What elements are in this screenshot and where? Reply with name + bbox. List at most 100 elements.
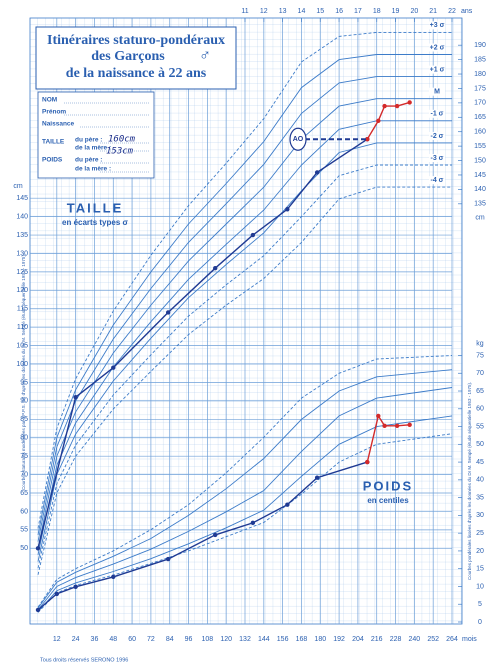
y-tick-label: 110 [17,324,28,331]
measure-point [376,118,381,124]
section-title: TAILLE [67,200,124,215]
curve-label: M [434,89,440,96]
y-tick-label: 55 [20,527,28,534]
x2-tick-label: 19 [392,8,400,15]
y-tick-label: 70 [476,370,484,377]
x-tick-label: 180 [314,636,326,643]
curve-label: +2 σ [430,44,445,51]
plot-layer: 12 24 36 48 60 72 84 96 108 120 132 144 156 168 180 192… [13,8,486,643]
reference-curve [37,387,453,611]
x-tick-label: 24 [72,636,80,643]
measure-point [314,475,320,480]
measure-point [365,459,370,465]
measure-point [394,423,400,429]
x2-tick-label: 15 [316,8,324,15]
y2-tick-label: 150 [474,157,486,164]
measure-point [250,520,256,526]
x-tick-label: 156 [277,636,289,643]
reference-curve [37,355,453,608]
reference-curve [37,120,452,555]
form-label: Naissance [42,121,75,128]
y-tick-label: 75 [476,352,484,359]
y-tick-label: 10 [476,583,484,590]
y-tick-label: 40 [476,477,484,484]
x2-tick-label: 18 [373,8,381,15]
reference-curve [37,433,453,613]
measure-point [407,100,412,105]
measure-point [285,502,290,507]
title-frame [35,26,237,90]
y-tick-label: 20 [476,548,484,555]
y-tick-label: 45 [476,459,484,466]
y-tick-label: 50 [476,441,484,448]
curve-label: -4 σ [431,177,444,184]
title-symbol: ♂ [199,48,211,65]
title-box: Itinéraires staturo-pondéraux des Garçon… [35,26,237,90]
title-line: des Garçons [91,49,165,64]
measure-point [250,232,256,238]
curve-label-bg [429,21,445,30]
measure-point [165,556,171,562]
curve-label: -2 σ [431,133,444,140]
curve-label: +3 σ [430,22,445,29]
x-tick-label: 48 [109,636,117,643]
y-tick-label: 90 [20,398,28,405]
form-label: de la mère : [75,166,111,173]
measure-point [35,546,41,551]
y2-axis-label: cm [475,215,485,222]
curve-label-bg [429,176,445,185]
y-tick-label: 0 [478,619,482,626]
y2-tick-label: 185 [474,56,486,63]
x-tick-label: 132 [239,636,251,643]
side-note: Courbes pondérales lissées d'après les d… [467,382,472,580]
y-tick-label: 35 [476,494,484,501]
y-tick-label: 100 [16,361,28,368]
y-tick-label: 125 [16,269,28,276]
x-tick-label: 216 [371,636,383,643]
measure-point [54,591,60,597]
measure-point [376,413,381,419]
y-tick-label: 140 [16,213,28,220]
y-tick-label: 70 [20,471,28,478]
measure-point [407,422,412,427]
form-frame [37,91,155,179]
handwritten-value: 160cm [108,135,136,145]
y-tick-label: 95 [20,379,28,386]
form-label: POIDS [42,157,63,164]
annotation-frame [289,127,307,151]
footer: Tous droits réservés SERONO 1996 [40,657,128,663]
y-axis-label: kg [476,340,484,347]
x-tick-label: 228 [390,636,402,643]
measure-point [73,584,78,590]
section-subtitle: en centiles [367,496,409,505]
y-tick-label: 25 [476,530,484,537]
curve-label-bg [429,87,445,96]
y-tick-label: 60 [476,406,484,413]
section-title: POIDS [363,478,413,493]
curve-label-bg [429,131,445,140]
y-axis-label: cm [13,183,23,190]
y-tick-label: 145 [16,195,28,202]
measure-point [394,103,400,109]
x2-axis-label: ans [461,8,473,15]
x2-tick-label: 22 [448,8,456,15]
y-tick-label: 75 [20,453,28,460]
x2-tick-label: 14 [298,8,306,15]
annotation: AO [293,136,304,143]
y2-tick-label: 170 [474,100,486,107]
y2-tick-label: 135 [474,201,486,208]
reference-curve [37,98,452,549]
measure-point [213,532,218,538]
reference-curve [37,186,452,575]
reference-curve [37,31,452,529]
y-tick-label: 115 [17,306,28,313]
reference-curve [37,164,452,569]
measure-point [382,103,387,109]
y-tick-label: 135 [16,232,28,239]
curve-label-bg [429,109,445,118]
x-tick-label: 252 [427,636,439,643]
x-tick-label: 36 [91,636,99,643]
y2-tick-label: 180 [474,71,486,78]
y2-tick-label: 165 [474,114,486,121]
reference-curve [37,142,452,562]
